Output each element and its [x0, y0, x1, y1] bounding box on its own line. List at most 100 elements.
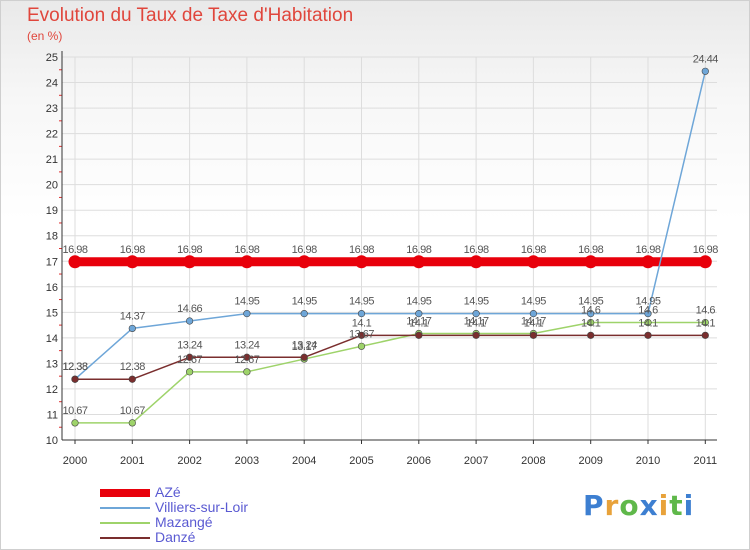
data-label: 14.17	[464, 316, 489, 328]
data-label: 16.98	[292, 244, 317, 256]
data-point	[641, 255, 655, 269]
data-point	[415, 331, 423, 339]
data-label: 14.95	[234, 296, 259, 308]
data-label: 14.1	[581, 317, 601, 329]
x-tick-label: 2001	[120, 455, 144, 467]
data-label: 16.98	[234, 244, 259, 256]
data-label: 16.98	[120, 244, 145, 256]
data-label: 16.98	[177, 244, 202, 256]
data-point	[644, 310, 652, 318]
legend-label: Mazangé	[155, 514, 213, 530]
y-tick-label: 14	[46, 333, 58, 345]
data-point	[412, 255, 426, 269]
data-label: 14.6	[696, 305, 716, 317]
y-tick-label: 22	[46, 129, 58, 141]
data-label: 12.38	[120, 361, 145, 373]
legend-item: Villiers-sur-Loir	[100, 500, 248, 515]
data-point	[186, 317, 194, 325]
data-point	[71, 375, 79, 383]
series-line	[75, 334, 706, 380]
logo-letter: P	[583, 489, 605, 522]
x-tick-label: 2003	[235, 455, 259, 467]
data-label: 16.98	[693, 244, 718, 256]
data-point	[529, 331, 538, 339]
x-tick-label: 2011	[693, 455, 717, 467]
data-label: 14.1	[696, 317, 716, 329]
data-point	[357, 342, 366, 350]
data-label: 14.17	[521, 316, 546, 328]
legend-item: AZé	[100, 485, 248, 500]
series-line	[75, 321, 706, 424]
data-point	[529, 310, 538, 318]
data-label: 13.24	[292, 339, 317, 351]
data-point	[240, 255, 254, 269]
data-label: 14.1	[466, 317, 486, 329]
data-label: 10.67	[62, 405, 87, 417]
chart-unit-label: (en %)	[27, 29, 63, 43]
y-tick-label: 13	[46, 358, 58, 370]
x-tick-label: 2007	[464, 455, 488, 467]
data-point	[644, 331, 652, 339]
data-label: 16.98	[521, 244, 546, 256]
logo-letter: i	[658, 489, 670, 522]
legend-label: Villiers-sur-Loir	[155, 499, 249, 515]
x-tick-label: 2009	[578, 455, 602, 467]
data-label: 16.98	[464, 244, 489, 256]
data-label: 14.1	[638, 317, 658, 329]
data-label: 24.44	[693, 53, 718, 65]
data-label: 13.17	[292, 341, 317, 353]
data-label: 14.95	[292, 296, 317, 308]
legend-item: Danzé	[100, 530, 248, 545]
data-point	[587, 331, 595, 339]
legend-label: Danzé	[155, 529, 196, 545]
data-label: 14.95	[406, 296, 431, 308]
data-point	[701, 67, 709, 75]
data-label: 12.38	[62, 361, 87, 373]
data-point	[297, 255, 311, 269]
data-point	[587, 310, 595, 318]
y-tick-label: 19	[46, 205, 58, 217]
data-label: 16.98	[406, 244, 431, 256]
data-label: 13.24	[234, 339, 259, 351]
legend-swatch	[100, 521, 150, 524]
y-tick-label: 12	[46, 384, 58, 396]
y-tick-label: 25	[46, 52, 58, 64]
data-point	[357, 331, 366, 339]
y-tick-label: 24	[46, 78, 58, 90]
data-point	[300, 353, 308, 361]
data-label: 14.17	[406, 316, 431, 328]
y-tick-label: 11	[47, 409, 58, 421]
chart-data-labels: 16.98 16.98 16.98 16.98 16.98 16.98 16.98 16.98…	[62, 53, 718, 417]
y-tick-label: 21	[46, 154, 58, 166]
data-label: 12.67	[234, 354, 259, 366]
data-point	[186, 353, 194, 361]
y-tick-label: 20	[46, 180, 58, 192]
data-point	[355, 255, 368, 269]
data-point	[526, 255, 540, 269]
data-point	[472, 331, 480, 339]
data-point	[243, 310, 251, 318]
data-label: 14.66	[177, 303, 202, 315]
series-line	[74, 71, 707, 380]
data-point	[125, 255, 139, 269]
chart-title: Evolution du Taux de Taxe d'Habitation	[27, 5, 354, 26]
data-label: 12.38	[62, 361, 87, 373]
data-label: 14.95	[349, 296, 374, 308]
x-tick-label: 2006	[407, 455, 431, 467]
data-point	[698, 255, 712, 269]
legend-swatch	[100, 506, 150, 509]
data-label: 14.95	[464, 296, 489, 308]
data-point	[128, 324, 136, 333]
y-tick-label: 15	[46, 307, 58, 319]
legend-item: Mazangé	[100, 515, 248, 530]
data-label: 14.95	[578, 296, 603, 308]
chart-series	[68, 67, 712, 427]
logo-letter: t	[669, 489, 684, 522]
y-tick-label: 23	[46, 103, 58, 115]
data-point	[128, 419, 136, 427]
x-tick-label: 2004	[292, 455, 316, 467]
data-point	[469, 255, 483, 269]
chart-grid	[62, 56, 717, 441]
data-point	[183, 255, 197, 269]
